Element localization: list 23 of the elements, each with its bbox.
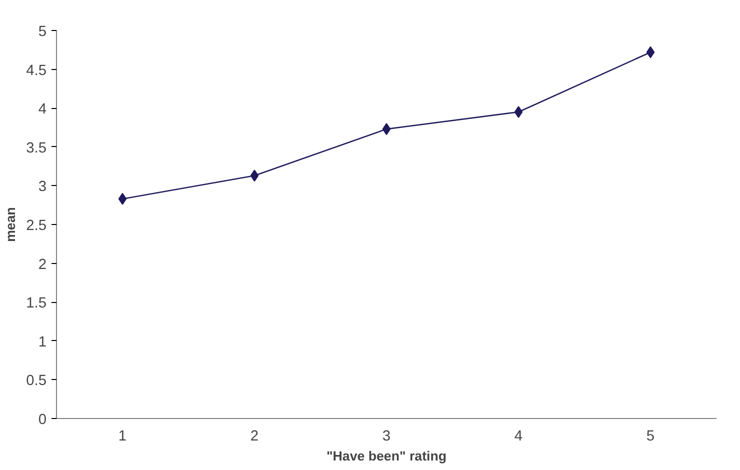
y-tick-label: 2	[38, 256, 47, 273]
y-tick-label: 4.5	[26, 62, 46, 79]
point	[382, 123, 391, 136]
point	[646, 46, 655, 58]
x-tick-label: 1	[118, 428, 127, 444]
y-tick-label: 2.5	[26, 218, 46, 234]
y-axis-title: mean	[3, 207, 18, 242]
x-tick-label: 2	[250, 428, 259, 444]
y-tick-label: 3.5	[26, 140, 46, 156]
point	[250, 170, 259, 182]
x-axis-title: "Have been" rating	[326, 448, 447, 464]
x-tick-label: 4	[514, 428, 523, 444]
y-tick-label: 4	[38, 102, 47, 118]
y-tick-label: 3	[38, 179, 47, 196]
x-tick-label: 5	[646, 428, 655, 444]
point	[118, 192, 127, 205]
y-tick-label: 0.5	[26, 373, 46, 390]
y-tick-label: 5	[38, 24, 47, 40]
x-tick-label: 3	[382, 428, 391, 444]
y-tick-label: 0	[38, 412, 47, 428]
y-tick-label: 1	[38, 334, 47, 350]
point	[514, 106, 523, 118]
y-tick-label: 1.5	[26, 296, 46, 312]
